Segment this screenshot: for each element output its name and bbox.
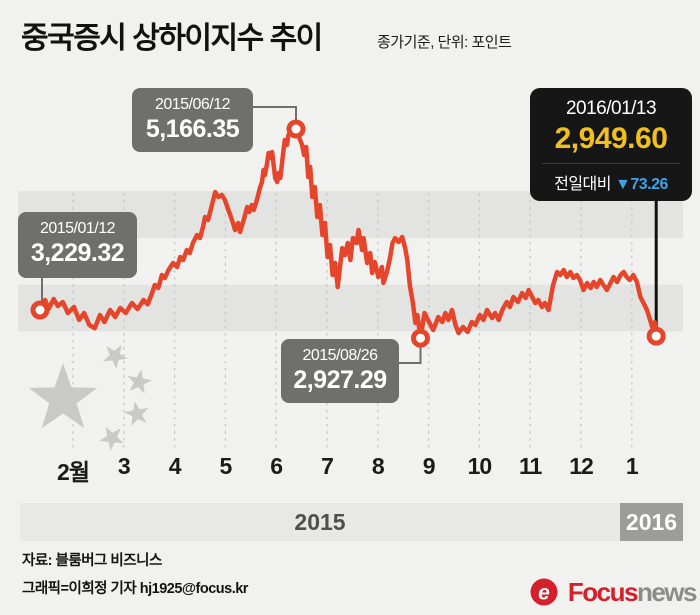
x-axis-label: 12 <box>569 453 594 479</box>
year-band-2015: 2015 <box>20 503 620 541</box>
callout-value: 5,166.35 <box>145 115 240 143</box>
callout-divider <box>542 163 680 164</box>
china-flag-star <box>124 401 149 426</box>
logo-text-news: news <box>637 577 697 607</box>
callout-value: 2,949.60 <box>554 122 668 155</box>
price-line <box>37 126 659 341</box>
svg-text:Focusnews: Focusnews <box>568 577 697 607</box>
callout-peak-point: 2015/06/12 5,166.35 <box>132 88 253 152</box>
callout-date: 2016/01/13 <box>565 98 657 119</box>
logo-circle-icon <box>530 578 558 606</box>
callout-start-point: 2015/01/12 3,229.32 <box>18 212 137 278</box>
x-axis-label: 10 <box>467 453 493 479</box>
callout-value: 2,927.29 <box>293 366 387 394</box>
x-axis-label: 2월 <box>57 459 90 485</box>
credit-note: 그래픽=이희정 기자 hj1925@focus.kr <box>22 581 248 597</box>
callout-latest-point: 2016/01/13 2,949.60 전일대비 ▼73.26 <box>530 88 692 201</box>
x-axis-label: 3 <box>117 453 131 479</box>
x-axis-label: 8 <box>371 453 385 479</box>
page-title: 중국증시 상하이지수 추이 <box>21 22 323 55</box>
china-flag-star <box>99 426 124 451</box>
callout-date: 2015/06/12 <box>154 96 231 113</box>
x-axis-label: 4 <box>168 453 182 479</box>
year-label: 2015 <box>294 508 346 535</box>
x-axis-label: 7 <box>321 453 334 479</box>
x-axis-label: 1 <box>625 453 639 479</box>
change-label: 전일대비 <box>554 176 611 193</box>
change-value-down: ▼73.26 <box>615 176 668 193</box>
shanghai-index-line-chart <box>18 106 683 452</box>
callout-date: 2015/08/26 <box>302 347 378 364</box>
callout-date: 2015/01/12 <box>39 220 116 237</box>
logo-swirl-glyph: e <box>538 582 550 605</box>
logo-text-focus: Focus <box>568 577 638 607</box>
callout-low-point: 2015/08/26 2,927.29 <box>281 339 399 403</box>
callout-value: 3,229.32 <box>30 239 125 267</box>
year-band-2016: 2016 <box>620 503 683 541</box>
data-point-marker <box>286 119 306 139</box>
year-label: 2016 <box>625 508 678 535</box>
x-axis-label: 11 <box>519 453 542 479</box>
data-point-marker <box>646 326 666 346</box>
data-point-marker <box>411 328 430 348</box>
x-axis-label: 6 <box>270 453 283 479</box>
china-flag-star <box>103 344 128 369</box>
china-flag-star <box>28 363 98 429</box>
page-subtitle: 종가기준, 단위: 포인트 <box>377 34 512 51</box>
china-flag-star <box>127 369 152 394</box>
focus-news-logo: e Focusnews <box>530 577 699 607</box>
x-axis-label: 5 <box>219 453 232 479</box>
x-axis-label: 9 <box>422 453 436 479</box>
source-note: 자료: 블룸버그 비즈니스 <box>22 553 162 569</box>
data-point-marker <box>30 300 50 320</box>
